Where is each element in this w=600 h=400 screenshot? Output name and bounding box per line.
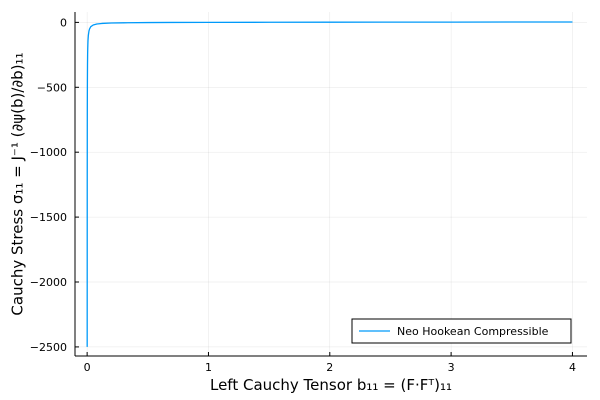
tick-labels: 0 1 2 3 4 0 −500 −1000 −1500 −2000 −2500 (30, 16, 576, 374)
x-tick-label: 3 (448, 361, 455, 374)
x-axis-label: Left Cauchy Tensor b₁₁ = (F·Fᵀ)₁₁ (210, 376, 452, 394)
x-tick-label: 2 (326, 361, 333, 374)
y-tick-label: −1000 (30, 146, 67, 159)
x-tick-label: 1 (205, 361, 212, 374)
y-tick-label: 0 (60, 16, 67, 29)
y-tick-label: −2000 (30, 276, 67, 289)
series-lines (86, 21, 573, 347)
legend-label: Neo Hookean Compressible (397, 325, 549, 338)
y-tick-label: −500 (37, 81, 67, 94)
y-tick-label: −1500 (30, 211, 67, 224)
x-tick-label: 4 (569, 361, 576, 374)
legend-box (351, 318, 572, 344)
series-line (86, 21, 573, 347)
y-axis-label: Cauchy Stress σ₁₁ = J⁻¹ (∂ψ(b)/∂b)₁₁ (8, 52, 26, 315)
y-tick-label: −2500 (30, 341, 67, 354)
axes (74, 12, 587, 357)
legend: Neo Hookean Compressible (351, 318, 572, 344)
x-tick-label: 0 (84, 361, 91, 374)
grid (75, 12, 587, 356)
